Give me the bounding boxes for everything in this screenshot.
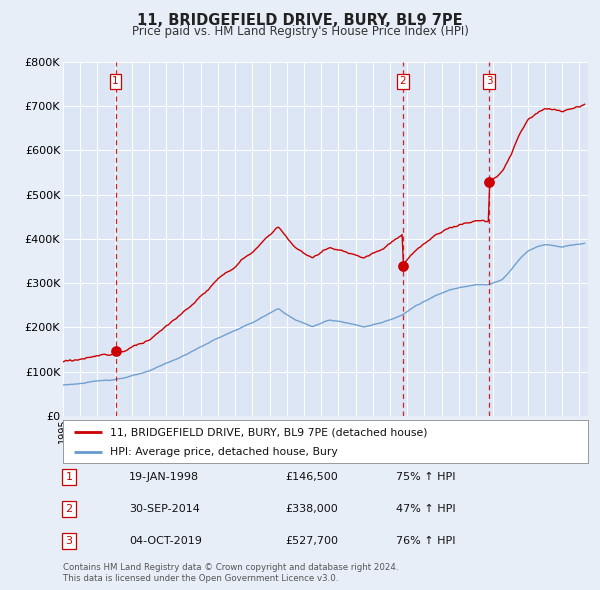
Text: £338,000: £338,000 [285, 504, 338, 514]
Text: 3: 3 [65, 536, 73, 546]
Text: 04-OCT-2019: 04-OCT-2019 [129, 536, 202, 546]
Text: 19-JAN-1998: 19-JAN-1998 [129, 472, 199, 482]
Text: £527,700: £527,700 [285, 536, 338, 546]
Text: 1: 1 [112, 76, 119, 86]
Text: 30-SEP-2014: 30-SEP-2014 [129, 504, 200, 514]
Point [110, 346, 120, 356]
Point [398, 262, 408, 271]
Point [484, 178, 494, 187]
Text: Price paid vs. HM Land Registry's House Price Index (HPI): Price paid vs. HM Land Registry's House … [131, 25, 469, 38]
Text: Contains HM Land Registry data © Crown copyright and database right 2024.: Contains HM Land Registry data © Crown c… [63, 563, 398, 572]
Text: 3: 3 [486, 76, 493, 86]
Text: 2: 2 [400, 76, 406, 86]
Text: 1: 1 [65, 472, 73, 482]
Text: 2: 2 [65, 504, 73, 514]
Text: This data is licensed under the Open Government Licence v3.0.: This data is licensed under the Open Gov… [63, 574, 338, 583]
Text: HPI: Average price, detached house, Bury: HPI: Average price, detached house, Bury [110, 447, 338, 457]
Text: 11, BRIDGEFIELD DRIVE, BURY, BL9 7PE: 11, BRIDGEFIELD DRIVE, BURY, BL9 7PE [137, 13, 463, 28]
Text: £146,500: £146,500 [285, 472, 338, 482]
Text: 47% ↑ HPI: 47% ↑ HPI [396, 504, 455, 514]
Text: 75% ↑ HPI: 75% ↑ HPI [396, 472, 455, 482]
Text: 76% ↑ HPI: 76% ↑ HPI [396, 536, 455, 546]
Text: 11, BRIDGEFIELD DRIVE, BURY, BL9 7PE (detached house): 11, BRIDGEFIELD DRIVE, BURY, BL9 7PE (de… [110, 427, 428, 437]
